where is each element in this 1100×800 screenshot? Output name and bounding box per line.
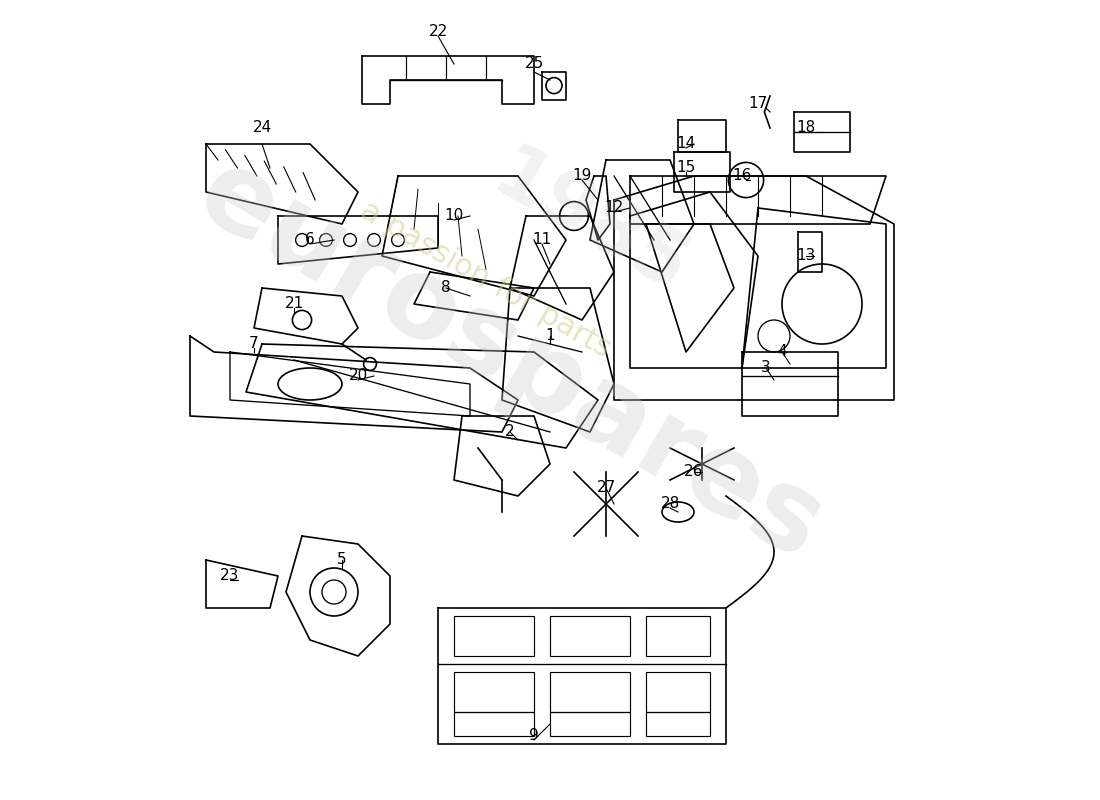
- Text: 27: 27: [596, 481, 616, 495]
- Text: 6: 6: [305, 233, 315, 247]
- Bar: [646, 616, 710, 656]
- Text: 26: 26: [684, 465, 704, 479]
- Bar: [550, 672, 630, 712]
- Text: 23: 23: [220, 569, 240, 583]
- Bar: [454, 712, 534, 736]
- Text: 19: 19: [572, 169, 592, 183]
- Text: 11: 11: [532, 233, 551, 247]
- Text: 17: 17: [748, 97, 768, 111]
- Text: 18: 18: [796, 121, 815, 135]
- Text: 3: 3: [761, 361, 771, 375]
- Text: 24: 24: [252, 121, 272, 135]
- Text: 4: 4: [778, 345, 786, 359]
- Text: eurospares: eurospares: [179, 138, 842, 582]
- Text: 2: 2: [505, 425, 515, 439]
- Text: 22: 22: [428, 25, 448, 39]
- Text: 28: 28: [660, 497, 680, 511]
- Bar: [646, 712, 710, 736]
- Text: 13: 13: [796, 249, 816, 263]
- Text: 25: 25: [525, 57, 543, 71]
- Text: 9: 9: [529, 729, 539, 743]
- Text: 5: 5: [338, 553, 346, 567]
- Bar: [550, 616, 630, 656]
- Bar: [454, 616, 534, 656]
- Text: 1985: 1985: [480, 139, 701, 309]
- Bar: [646, 672, 710, 712]
- Bar: [550, 712, 630, 736]
- Text: a passion for parts: a passion for parts: [355, 196, 617, 364]
- Text: 10: 10: [444, 209, 463, 223]
- Text: 8: 8: [441, 281, 451, 295]
- Text: 12: 12: [604, 201, 624, 215]
- Text: 14: 14: [676, 137, 695, 151]
- Text: 16: 16: [733, 169, 751, 183]
- Text: 1: 1: [546, 329, 554, 343]
- Bar: [454, 672, 534, 712]
- Text: 7: 7: [250, 337, 258, 351]
- Text: 21: 21: [285, 297, 304, 311]
- Text: 20: 20: [349, 369, 367, 383]
- Text: 15: 15: [676, 161, 695, 175]
